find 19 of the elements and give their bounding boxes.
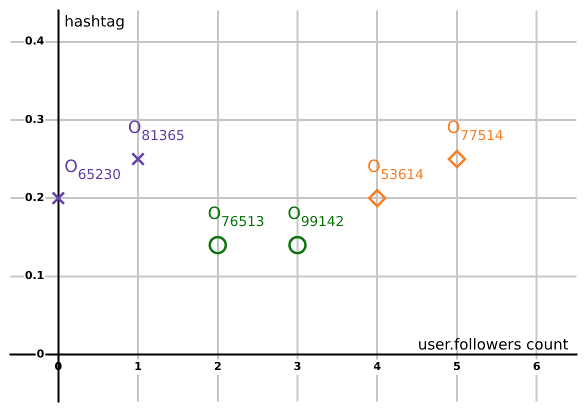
point [208, 236, 228, 254]
x-tick-label: 1 [134, 360, 142, 374]
point [131, 152, 145, 166]
y-tick-label: 0.3 [24, 112, 44, 126]
x-tick-label: 3 [294, 360, 302, 374]
point [448, 150, 466, 168]
point [288, 236, 307, 254]
y-tick-label: 0.2 [24, 191, 44, 204]
point [368, 188, 386, 208]
point [51, 191, 66, 206]
x-axis-title: user.followers count [418, 336, 569, 354]
x-tick-label: 4 [373, 360, 382, 374]
y-tick-label: 0.4 [24, 34, 45, 48]
y-tick-label: 0.1 [24, 269, 44, 282]
x-tick-label: 6 [532, 360, 541, 374]
y-axis-title: hashtag [64, 12, 125, 30]
x-tick-label: 5 [453, 360, 461, 374]
x-tick-label: 2 [214, 360, 222, 374]
y-tick-label: 0 [36, 347, 45, 360]
